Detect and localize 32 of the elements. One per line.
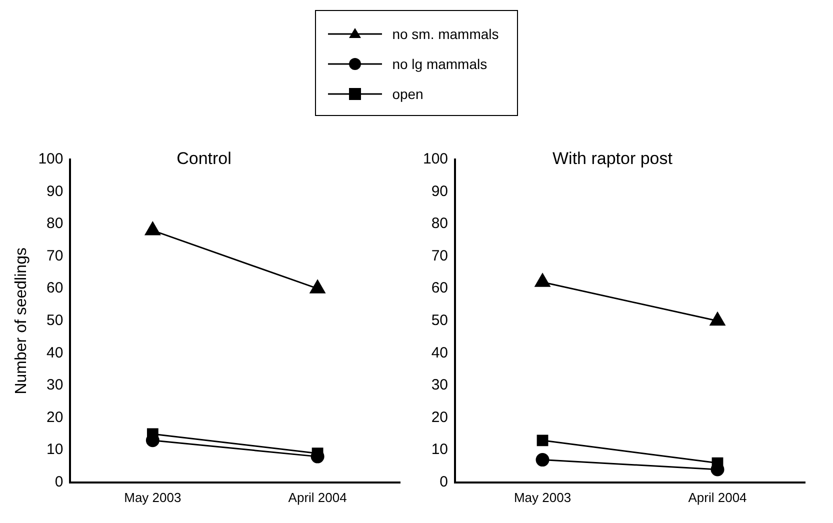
y-tick-label: 20 bbox=[46, 408, 64, 426]
y-tick-label: 0 bbox=[440, 474, 448, 491]
y-tick-label: 30 bbox=[46, 376, 64, 394]
x-tick-label: May 2003 bbox=[124, 490, 182, 505]
y-tick-label: 100 bbox=[38, 150, 64, 168]
y-tick-label: 90 bbox=[46, 182, 64, 200]
y-tick-label: 90 bbox=[431, 182, 448, 200]
y-tick-label: 60 bbox=[431, 280, 448, 297]
y-tick-label: 80 bbox=[431, 215, 448, 232]
y-tick-label: 40 bbox=[46, 344, 64, 362]
y-tick-label: 10 bbox=[46, 441, 64, 458]
y-tick-label: 60 bbox=[46, 280, 64, 297]
y-tick-label: 50 bbox=[46, 312, 64, 330]
x-tick-label: May 2003 bbox=[514, 490, 572, 505]
legend-label: no lg mammals bbox=[392, 56, 488, 72]
chart-title: Control bbox=[176, 148, 232, 168]
y-tick-label: 50 bbox=[431, 312, 448, 330]
y-tick-label: 20 bbox=[431, 408, 448, 426]
y-tick-label: 70 bbox=[431, 247, 448, 264]
chart-title: With raptor post bbox=[552, 148, 673, 168]
x-tick-label: April 2004 bbox=[688, 490, 747, 505]
x-tick-label: April 2004 bbox=[288, 490, 347, 505]
y-tick-label: 70 bbox=[46, 247, 64, 264]
y-tick-label: 10 bbox=[431, 441, 448, 458]
legend-label: open bbox=[392, 86, 424, 102]
y-tick-label: 0 bbox=[54, 474, 64, 491]
y-tick-label: 100 bbox=[422, 150, 448, 168]
legend-label: no sm. mammals bbox=[392, 26, 499, 42]
y-axis-title: Number of seedlings bbox=[13, 248, 30, 394]
y-tick-label: 30 bbox=[431, 376, 448, 394]
y-tick-label: 40 bbox=[431, 344, 448, 362]
y-tick-label: 80 bbox=[46, 215, 64, 232]
